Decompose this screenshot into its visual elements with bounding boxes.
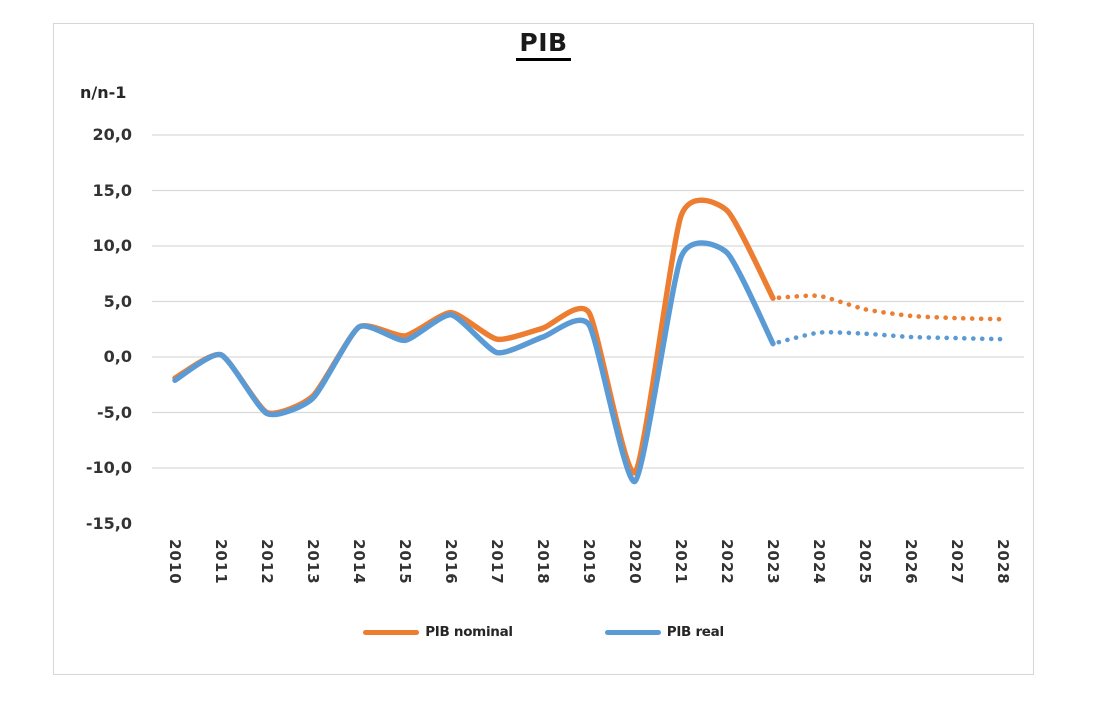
x-tick-label: 2010 bbox=[166, 539, 184, 585]
x-tick-label: 2011 bbox=[212, 539, 230, 585]
x-tick-label: 2021 bbox=[672, 539, 690, 585]
x-tick-label: 2019 bbox=[580, 539, 598, 585]
x-tick-label: 2026 bbox=[902, 539, 920, 585]
legend-item-pib-nominal: PIB nominal bbox=[363, 624, 513, 640]
y-tick-label: 15,0 bbox=[92, 180, 132, 200]
legend-swatch-pib-real bbox=[604, 629, 661, 635]
x-tick-label: 2025 bbox=[856, 539, 874, 585]
y-tick-label: 5,0 bbox=[103, 291, 132, 311]
x-tick-label: 2027 bbox=[948, 539, 966, 585]
legend-label-pib-real: PIB real bbox=[666, 624, 724, 640]
x-tick-label: 2018 bbox=[534, 539, 552, 585]
legend-item-pib-real: PIB real bbox=[604, 624, 724, 640]
x-tick-label: 2020 bbox=[626, 539, 644, 585]
x-tick-label: 2017 bbox=[488, 539, 506, 585]
y-axis-unit-label: n/n-1 bbox=[80, 83, 127, 102]
y-tick-label: 10,0 bbox=[92, 236, 132, 255]
chart-frame bbox=[53, 23, 1034, 675]
y-tick-label: 0,0 bbox=[103, 347, 132, 366]
pib-nominal-line-forecast-dotted bbox=[770, 293, 1006, 322]
y-tick-label: 20,0 bbox=[92, 125, 132, 144]
x-tick-label: 2014 bbox=[350, 539, 368, 585]
gridlines bbox=[152, 134, 1024, 469]
pib-real-line-solid bbox=[172, 240, 776, 485]
legend: PIB nominal PIB real bbox=[53, 618, 1034, 646]
x-tick-label: 2024 bbox=[810, 539, 828, 585]
chart-title: PIB bbox=[53, 28, 1034, 61]
x-tick-label: 2023 bbox=[764, 539, 782, 585]
x-tick-label: 2012 bbox=[258, 539, 276, 585]
x-tick-label: 2016 bbox=[442, 539, 460, 585]
y-tick-label: -15,0 bbox=[85, 513, 132, 533]
pib-real-line-forecast-dotted bbox=[770, 329, 1006, 346]
legend-label-pib-nominal: PIB nominal bbox=[425, 624, 513, 640]
x-tick-label: 2028 bbox=[994, 539, 1012, 585]
legend-swatch-pib-nominal bbox=[363, 629, 420, 635]
x-tick-label: 2015 bbox=[396, 539, 414, 585]
chart-title-text: PIB bbox=[516, 29, 571, 61]
y-tick-label: -10,0 bbox=[85, 458, 132, 477]
x-tick-label: 2022 bbox=[718, 539, 736, 585]
x-tick-label: 2013 bbox=[304, 539, 322, 585]
y-tick-label: -5,0 bbox=[97, 402, 132, 422]
